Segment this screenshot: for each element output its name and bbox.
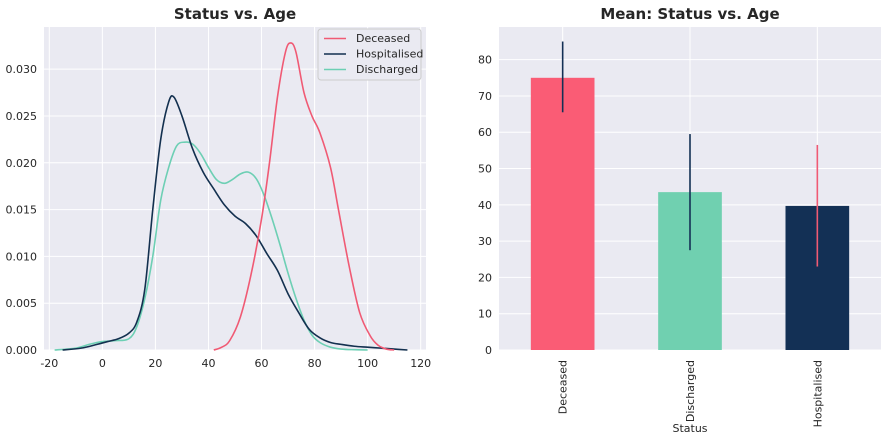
bar-y-tick-label: 10 xyxy=(478,308,492,321)
legend-box xyxy=(317,28,422,81)
kde-y-tick-label: 0.010 xyxy=(6,250,38,263)
bars xyxy=(530,77,850,350)
kde-x-tick-label: -20 xyxy=(40,357,58,370)
kde-y-tick-label: 0.030 xyxy=(6,63,38,76)
bar-y-tick-label: 80 xyxy=(478,54,492,67)
bar-x-tick-label-discharged: Discharged xyxy=(684,360,697,422)
kde-gridlines xyxy=(44,27,426,351)
mean-bar-chart: 0 10 20 30 40 50 60 70 80 Deceased Discharged Hosp… xyxy=(478,5,881,435)
kde-line-hospitalised xyxy=(62,95,408,351)
kde-y-tick-label: 0.020 xyxy=(6,157,38,170)
kde-legend: Deceased Hospitalised Discharged xyxy=(317,28,423,81)
kde-y-tick-label: 0.000 xyxy=(6,344,38,357)
kde-x-tick-label: 60 xyxy=(255,357,269,370)
kde-series xyxy=(54,42,408,351)
bar-y-tick-label: 20 xyxy=(478,271,492,284)
bar-x-tick-label-hospitalised: Hospitalised xyxy=(811,360,824,427)
bar-y-ticks: 0 10 20 30 40 50 60 70 80 xyxy=(478,54,492,357)
bar-y-tick-label: 40 xyxy=(478,199,492,212)
error-bars xyxy=(561,41,819,267)
kde-y-tick-label: 0.005 xyxy=(6,297,38,310)
kde-x-tick-label: 0 xyxy=(99,357,106,370)
bar-y-tick-label: 0 xyxy=(485,344,492,357)
legend-label-discharged: Discharged xyxy=(356,63,418,76)
kde-y-tick-label: 0.025 xyxy=(6,110,38,123)
bar-y-tick-label: 70 xyxy=(478,90,492,103)
kde-plot-area xyxy=(44,27,426,350)
kde-line-deceased xyxy=(213,42,395,351)
kde-y-tick-label: 0.015 xyxy=(6,204,38,217)
bar-x-tick-label-deceased: Deceased xyxy=(557,360,570,414)
kde-x-tick-label: 120 xyxy=(410,357,431,370)
bar-y-tick-label: 50 xyxy=(478,163,492,176)
bar-x-ticks: Deceased Discharged Hospitalised xyxy=(557,360,825,427)
kde-x-tick-label: 40 xyxy=(201,357,215,370)
bar-y-tick-label: 60 xyxy=(478,126,492,139)
legend-label-hospitalised: Hospitalised xyxy=(356,48,423,61)
bar-deceased xyxy=(530,77,595,350)
bar-y-tick-label: 30 xyxy=(478,235,492,248)
bar-x-axis-label: Status xyxy=(672,422,707,435)
kde-x-tick-label: 80 xyxy=(308,357,322,370)
kde-x-ticks: -20 0 20 40 60 80 100 120 xyxy=(40,357,431,370)
kde-x-tick-label: 100 xyxy=(357,357,378,370)
legend-label-deceased: Deceased xyxy=(356,32,410,45)
kde-x-tick-label: 20 xyxy=(148,357,162,370)
bar-title: Mean: Status vs. Age xyxy=(600,5,779,23)
kde-y-ticks: 0.000 0.005 0.010 0.015 0.020 0.025 0.030 xyxy=(6,63,38,357)
kde-title: Status vs. Age xyxy=(174,5,296,23)
